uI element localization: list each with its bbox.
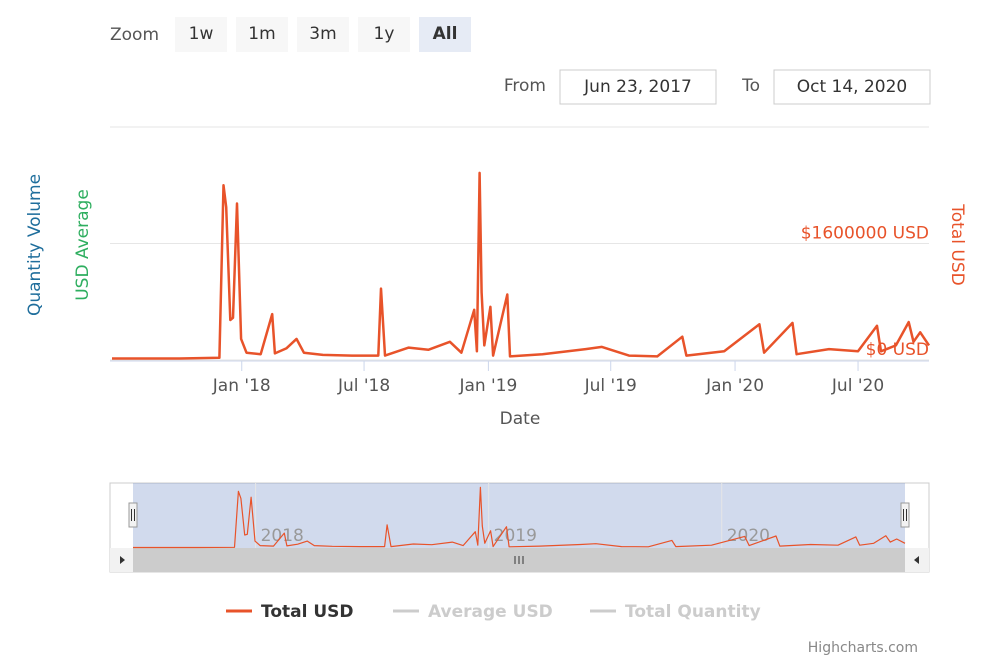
legend-label[interactable]: Total Quantity xyxy=(625,602,761,622)
zoom-button-label[interactable]: All xyxy=(433,24,458,44)
x-tick-label: Jan '20 xyxy=(705,376,764,396)
series-line xyxy=(112,171,931,360)
from-input[interactable] xyxy=(559,69,717,105)
y2-axis-title: Total USD xyxy=(947,203,967,285)
scroll-left[interactable] xyxy=(120,556,125,564)
y-axis-title: USD Average xyxy=(73,189,93,301)
navigator-handle[interactable] xyxy=(900,502,910,528)
zoom-label: Zoom xyxy=(110,25,159,45)
x-axis-title: Date xyxy=(500,409,541,429)
navigator-line xyxy=(133,486,906,549)
scroll-right[interactable] xyxy=(914,556,919,564)
x-tick-label: Jan '18 xyxy=(212,376,271,396)
to-date[interactable]: Oct 14, 2020 xyxy=(797,77,908,97)
navigator-tick-label: 2019 xyxy=(494,526,537,546)
scrollbar-grip xyxy=(514,556,524,564)
zoom-button[interactable] xyxy=(236,17,288,52)
zoom-button-label[interactable]: 1y xyxy=(374,24,395,44)
handle-grip xyxy=(131,509,135,521)
from-date[interactable]: Jun 23, 2017 xyxy=(583,77,692,97)
zoom-button-label[interactable]: 3m xyxy=(309,24,336,44)
y-tick-label: $0 USD xyxy=(866,340,929,360)
y-axis-title: Quantity Volume xyxy=(25,174,45,316)
from-label: From xyxy=(504,76,546,96)
navigator-tick-label: 2020 xyxy=(727,526,770,546)
zoom-button-label[interactable]: 1w xyxy=(189,24,214,44)
x-tick-label: Jul '18 xyxy=(337,376,390,396)
x-tick-label: Jul '19 xyxy=(584,376,637,396)
zoom-button[interactable] xyxy=(297,17,349,52)
legend-label[interactable]: Average USD xyxy=(428,602,553,622)
credits[interactable]: Highcharts.com xyxy=(808,640,918,656)
zoom-button[interactable] xyxy=(175,17,227,52)
x-tick-label: Jul '20 xyxy=(831,376,884,396)
navigator-handle[interactable] xyxy=(128,502,138,528)
to-label: To xyxy=(741,76,760,96)
zoom-button[interactable] xyxy=(358,17,410,52)
zoom-button[interactable] xyxy=(419,17,471,52)
legend-label[interactable]: Total USD xyxy=(261,602,354,622)
to-input[interactable] xyxy=(773,69,931,105)
zoom-button-label[interactable]: 1m xyxy=(248,24,275,44)
y-tick-label: $1600000 USD xyxy=(801,224,929,244)
handle-grip xyxy=(903,509,907,521)
x-tick-label: Jan '19 xyxy=(458,376,517,396)
